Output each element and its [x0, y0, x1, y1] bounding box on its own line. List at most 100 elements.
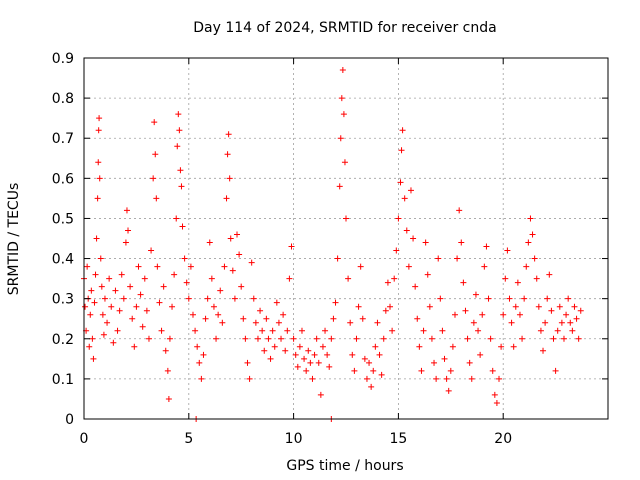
chart-gridlines [84, 58, 608, 419]
data-point [110, 339, 117, 346]
data-point [96, 115, 103, 122]
data-point [192, 327, 199, 334]
data-point [426, 303, 433, 310]
data-point [384, 279, 391, 286]
chart-data-points [81, 67, 584, 422]
data-point [487, 335, 494, 342]
data-point [125, 227, 132, 234]
data-point [259, 327, 266, 334]
data-point [273, 299, 280, 306]
data-point [447, 367, 454, 374]
data-point [148, 247, 155, 254]
data-point [435, 255, 442, 262]
data-point [97, 255, 104, 262]
data-point [215, 311, 222, 318]
data-point [454, 255, 461, 262]
data-point [152, 151, 159, 158]
data-point [141, 275, 148, 282]
data-point [263, 315, 270, 322]
data-point [508, 319, 515, 326]
data-point [535, 303, 542, 310]
data-point [101, 295, 108, 302]
data-point [284, 327, 291, 334]
data-point [156, 299, 163, 306]
data-point [481, 263, 488, 270]
data-point [537, 327, 544, 334]
data-point [456, 207, 463, 214]
data-point [95, 127, 102, 134]
data-point [257, 307, 264, 314]
data-point [169, 303, 176, 310]
data-point [305, 347, 312, 354]
data-point [437, 295, 444, 302]
data-point [540, 347, 547, 354]
data-point [353, 335, 360, 342]
axis-tick-labels: 0 0.1 0.2 0.3 0.4 0.5 0.6 0.7 0.8 0.9 0 5 10 15 20 [52, 51, 512, 447]
data-point [483, 243, 490, 250]
data-point [261, 347, 268, 354]
data-point [206, 239, 213, 246]
data-point [398, 147, 405, 154]
data-point [477, 351, 484, 358]
data-point [340, 111, 347, 118]
y-axis-label: SRMTID / TECUs [6, 183, 22, 296]
data-point [171, 271, 178, 278]
data-point [502, 275, 509, 282]
data-point [382, 307, 389, 314]
data-point [267, 355, 274, 362]
data-point [176, 127, 183, 134]
y-tick-label: 0.1 [52, 372, 74, 388]
data-point [529, 231, 536, 238]
data-point [368, 383, 375, 390]
data-point [82, 303, 89, 310]
data-point [395, 215, 402, 222]
data-point [202, 315, 209, 322]
data-point [307, 359, 314, 366]
data-point [347, 319, 354, 326]
data-point [90, 355, 97, 362]
data-point [311, 351, 318, 358]
data-point [221, 263, 228, 270]
y-tick-label: 0.2 [52, 332, 74, 348]
data-point [412, 283, 419, 290]
data-point [542, 319, 549, 326]
data-point [391, 275, 398, 282]
data-point [301, 355, 308, 362]
data-point [200, 351, 207, 358]
data-point [238, 283, 245, 290]
y-tick-label: 0.9 [52, 51, 74, 67]
data-point [443, 375, 450, 382]
x-tick-label: 15 [389, 431, 407, 447]
data-point [496, 375, 503, 382]
data-point [160, 283, 167, 290]
data-point [123, 207, 130, 214]
data-point [313, 335, 320, 342]
data-point [89, 335, 96, 342]
data-point [322, 327, 329, 334]
data-point [328, 335, 335, 342]
data-point [319, 343, 326, 350]
data-point [290, 335, 297, 342]
data-point [112, 287, 119, 294]
data-point [248, 259, 255, 266]
data-point [91, 299, 98, 306]
data-point [410, 235, 417, 242]
data-point [361, 355, 368, 362]
data-point [194, 343, 201, 350]
data-point [550, 335, 557, 342]
data-point [470, 319, 477, 326]
x-tick-label: 5 [184, 431, 193, 447]
data-point [418, 367, 425, 374]
data-point [424, 271, 431, 278]
chart-title: Day 114 of 2024, SRMTID for receiver cnd… [193, 20, 496, 36]
data-point [254, 335, 261, 342]
y-tick-label: 0.7 [52, 131, 74, 147]
y-tick-label: 0.5 [52, 211, 74, 227]
data-point [378, 371, 385, 378]
y-tick-label: 0.4 [52, 252, 74, 268]
data-point [485, 295, 492, 302]
data-point [366, 359, 373, 366]
data-point [122, 239, 129, 246]
data-point [326, 363, 333, 370]
